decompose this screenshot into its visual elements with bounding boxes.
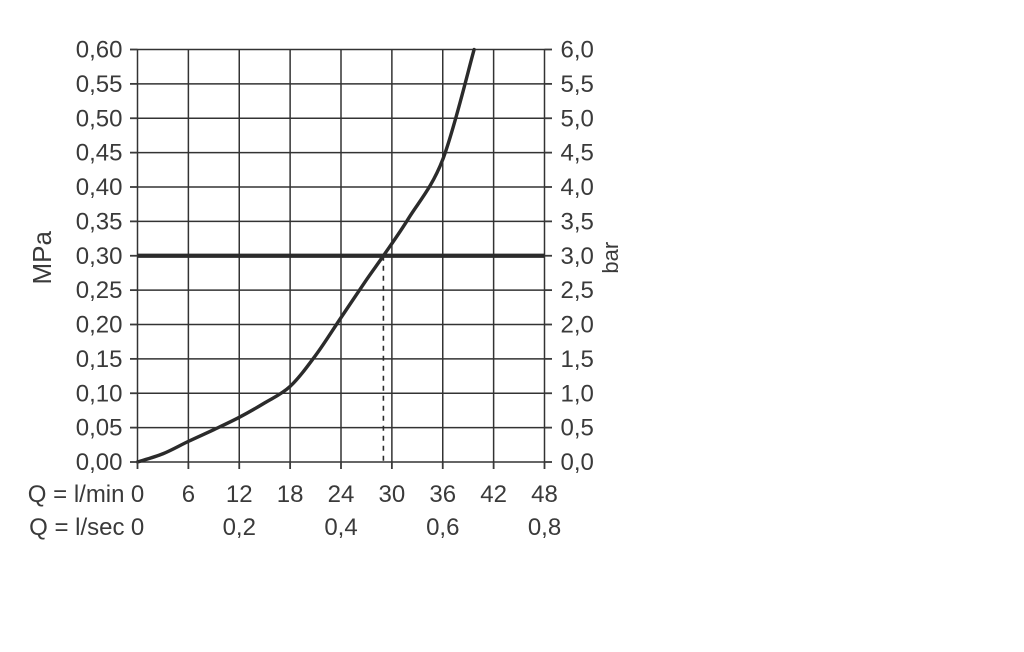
svg-text:0: 0 bbox=[131, 514, 144, 541]
svg-text:5,5: 5,5 bbox=[561, 71, 594, 98]
svg-text:0,4: 0,4 bbox=[324, 514, 357, 541]
svg-text:4,0: 4,0 bbox=[561, 174, 594, 201]
svg-text:0,10: 0,10 bbox=[76, 380, 123, 407]
svg-text:0,50: 0,50 bbox=[76, 105, 123, 132]
svg-text:Q = l/min: Q = l/min bbox=[28, 481, 125, 508]
svg-text:0,00: 0,00 bbox=[76, 449, 123, 476]
svg-text:18: 18 bbox=[277, 481, 304, 508]
svg-text:12: 12 bbox=[226, 481, 253, 508]
svg-text:0,6: 0,6 bbox=[426, 514, 459, 541]
svg-text:42: 42 bbox=[480, 481, 507, 508]
svg-text:0,5: 0,5 bbox=[561, 415, 594, 442]
svg-text:2,0: 2,0 bbox=[561, 312, 594, 339]
svg-text:0,30: 0,30 bbox=[76, 243, 123, 270]
svg-text:1,5: 1,5 bbox=[561, 346, 594, 373]
svg-text:0,2: 0,2 bbox=[223, 514, 256, 541]
svg-text:48: 48 bbox=[531, 481, 558, 508]
svg-text:4,5: 4,5 bbox=[561, 140, 594, 167]
svg-text:36: 36 bbox=[429, 481, 456, 508]
svg-text:0,55: 0,55 bbox=[76, 71, 123, 98]
svg-text:0,40: 0,40 bbox=[76, 174, 123, 201]
svg-text:24: 24 bbox=[328, 481, 355, 508]
svg-text:0,45: 0,45 bbox=[76, 140, 123, 167]
svg-text:5,0: 5,0 bbox=[561, 105, 594, 132]
svg-text:0,60: 0,60 bbox=[76, 37, 123, 64]
svg-text:0,8: 0,8 bbox=[528, 514, 561, 541]
svg-text:1,0: 1,0 bbox=[561, 380, 594, 407]
svg-text:0,15: 0,15 bbox=[76, 346, 123, 373]
svg-text:MPa: MPa bbox=[27, 230, 57, 284]
svg-text:6: 6 bbox=[182, 481, 195, 508]
svg-text:0,05: 0,05 bbox=[76, 415, 123, 442]
svg-text:0,0: 0,0 bbox=[561, 449, 594, 476]
svg-text:0,20: 0,20 bbox=[76, 312, 123, 339]
svg-text:2,5: 2,5 bbox=[561, 277, 594, 304]
svg-text:0,25: 0,25 bbox=[76, 277, 123, 304]
svg-text:6,0: 6,0 bbox=[561, 37, 594, 64]
svg-text:3,5: 3,5 bbox=[561, 208, 594, 235]
svg-text:0: 0 bbox=[131, 481, 144, 508]
svg-text:3,0: 3,0 bbox=[561, 243, 594, 270]
svg-text:30: 30 bbox=[379, 481, 406, 508]
svg-text:bar: bar bbox=[598, 242, 623, 274]
svg-text:0,35: 0,35 bbox=[76, 208, 123, 235]
svg-text:Q = l/sec: Q = l/sec bbox=[29, 514, 124, 541]
